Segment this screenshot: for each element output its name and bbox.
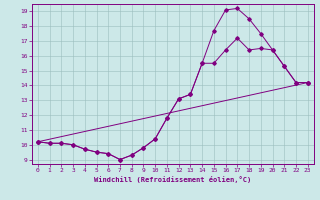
X-axis label: Windchill (Refroidissement éolien,°C): Windchill (Refroidissement éolien,°C) <box>94 176 252 183</box>
